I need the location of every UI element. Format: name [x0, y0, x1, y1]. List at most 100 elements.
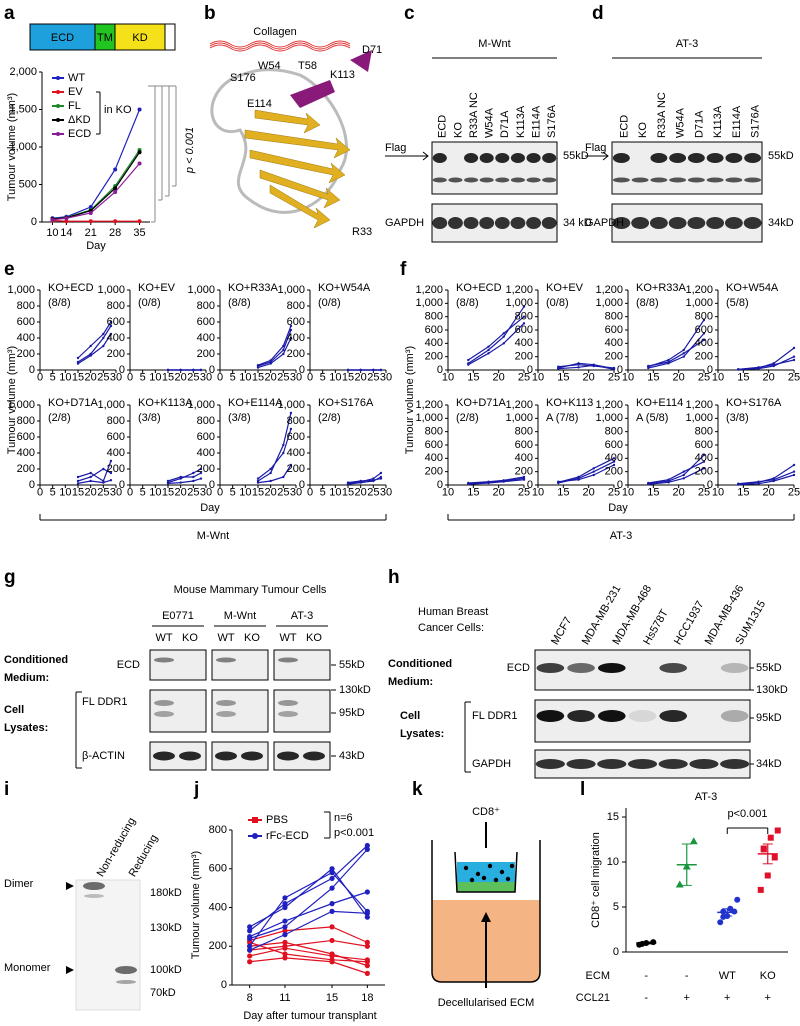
data-point: [88, 219, 93, 224]
row-label: FL DDR1: [472, 710, 517, 722]
y-tick-label: 600: [107, 431, 125, 443]
lane-label: S176A: [750, 104, 762, 138]
blot-band: [687, 177, 705, 183]
cell: [493, 877, 499, 883]
x-tick-label: 20: [265, 371, 277, 383]
blot-band: [669, 153, 687, 163]
x-tick-label: 0: [307, 486, 313, 498]
x-tick-label: 10: [622, 371, 634, 383]
marker-label: 95kD: [339, 707, 365, 719]
y-tick-label: 800: [515, 426, 533, 438]
data-point: [199, 477, 203, 480]
data-point: [792, 355, 796, 358]
x-tick-label: 0: [127, 486, 133, 498]
y-tick-label: 200: [605, 466, 623, 478]
blot-band: [720, 663, 749, 673]
condition: -: [685, 970, 689, 982]
y-tick-label: 0: [29, 364, 35, 376]
cell: [481, 875, 487, 881]
blot-band: [649, 217, 668, 229]
y-tick-label: 500: [19, 178, 37, 190]
series-line: [468, 479, 525, 485]
x-tick-label: 0: [217, 486, 223, 498]
y-tick-label: 400: [17, 332, 35, 344]
x-tick-label: 18: [361, 992, 373, 1004]
cell: [463, 865, 469, 871]
series-line: [738, 356, 795, 371]
data-point: [289, 463, 293, 467]
marker-label: 43kD: [339, 750, 365, 762]
x-tick-label: 20: [355, 486, 367, 498]
y-axis-label: Tumour volume (mm³): [6, 346, 18, 454]
blot-band: [464, 177, 479, 183]
data-point: [76, 356, 80, 360]
y-tick-label: 1,200: [415, 399, 443, 411]
series-line: [167, 478, 202, 484]
row-label: GAPDH: [585, 217, 624, 229]
y-tick-label: 600: [197, 316, 215, 328]
subplot-title: (0/8): [546, 297, 569, 309]
data-point: [364, 970, 370, 976]
blot-band: [687, 153, 705, 163]
series-line: [249, 867, 368, 928]
data-point: [792, 346, 796, 350]
series-line: [558, 362, 615, 370]
data-point: [109, 459, 113, 463]
data-point: [113, 186, 118, 191]
data-point: [76, 482, 80, 485]
data-point: [720, 908, 727, 915]
x-tick-label: 5: [50, 371, 56, 383]
blot-band: [278, 657, 298, 663]
annotation: n=6: [334, 812, 353, 824]
x-tick-label: 15: [162, 371, 174, 383]
x-axis-label: Day after tumour transplant: [243, 1010, 376, 1022]
data-point: [717, 919, 724, 926]
row-label: β-ACTIN: [82, 750, 125, 762]
data-point: [577, 366, 580, 369]
marker-label: 70kD: [150, 987, 176, 999]
insert: [454, 851, 518, 893]
blot-band: [494, 217, 510, 229]
data-point: [192, 471, 195, 475]
series-line: [648, 461, 705, 484]
data-point: [113, 190, 118, 194]
data-point: [577, 478, 580, 481]
data-point: [592, 473, 595, 477]
blot-band: [278, 711, 298, 717]
data-point: [50, 217, 55, 222]
blot-band: [432, 153, 447, 163]
data-point: [379, 477, 383, 480]
data-point: [289, 328, 293, 332]
blot-band: [627, 759, 658, 769]
y-tick-label: 200: [425, 466, 443, 478]
data-point: [76, 479, 80, 483]
blot-band: [153, 751, 175, 761]
marker-label: 180kD: [150, 887, 182, 899]
x-tick-label: 30: [290, 486, 302, 498]
collagen: [209, 42, 351, 50]
data-point: [682, 348, 685, 352]
collagen: [209, 44, 351, 52]
condition: WT: [719, 970, 736, 982]
data-point: [282, 443, 285, 447]
legend-label: ECD: [68, 128, 91, 140]
data-point: [109, 471, 113, 475]
row-label: ECD: [507, 662, 530, 674]
y-tick-label: 0: [299, 479, 305, 491]
blot-band: [510, 177, 525, 183]
residue-label: D71: [362, 44, 382, 56]
blot-band: [650, 153, 668, 163]
data-point: [502, 335, 505, 338]
data-point: [76, 362, 80, 365]
data-point: [88, 205, 93, 209]
series-line: [257, 329, 292, 367]
blot-band: [432, 177, 447, 183]
cell-line: M-Wnt: [224, 610, 256, 622]
y-tick-label: 1,000: [415, 297, 443, 309]
series-line: [468, 476, 525, 484]
data-point: [757, 482, 760, 485]
subplot-title: (2/8): [318, 412, 341, 424]
y-tick-label: 2,000: [9, 66, 37, 78]
row-label: GAPDH: [472, 758, 511, 770]
series-line: [249, 957, 368, 974]
